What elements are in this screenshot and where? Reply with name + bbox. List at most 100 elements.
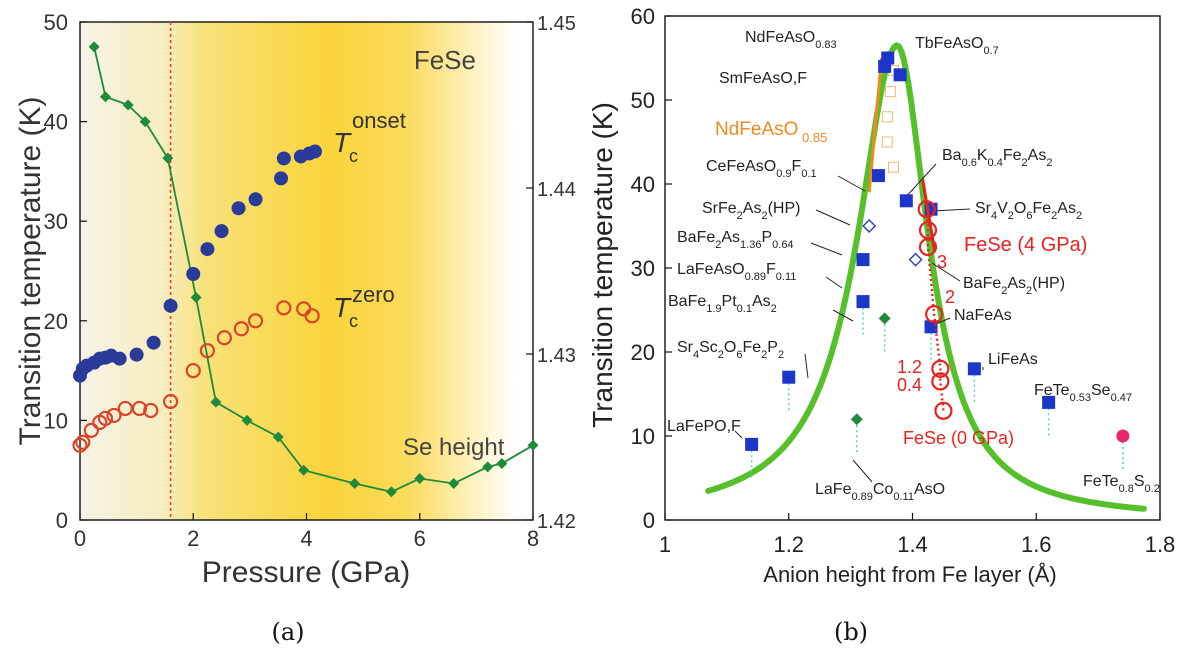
compound-point [967,362,981,376]
tc-zero-point [143,402,159,419]
tc-zero-point [117,400,133,417]
y-axis-label-b: Transition temperature (K) [587,102,618,428]
se-height-point [349,477,361,489]
leader-line [852,459,873,483]
ndfeaso-085-line [867,57,884,193]
compound-label: Sr4V2O6Fe2As2 [975,200,1082,222]
tc-zero-point [131,400,148,417]
fese-point [931,372,950,391]
se-height-point [298,464,310,476]
compound-point [871,169,885,183]
fese-0gpa-label: FeSe (0 GPa) [903,428,1014,448]
compound-label: FeTe0.53Se0.47 [1034,382,1132,404]
x-tick-label-a: 8 [527,526,539,551]
y-tick-label-a: 30 [44,209,68,234]
tc-zero-label: T c zero [333,282,395,331]
tc-onset-label: T c onset [333,108,406,166]
se-height-point [210,396,222,408]
pressure-region-gradient [80,22,533,520]
ndfeaso-085-sub: 0.85 [802,130,827,145]
tc-onset-point [146,335,161,350]
tc-zero-sup: zero [352,282,395,307]
tc-onset-point [129,347,144,362]
se-height-point [162,152,174,164]
x-tick-label-a: 6 [414,526,426,551]
x-tick-label-b: 1.8 [1145,532,1176,557]
tc-onset-sup: onset [352,108,406,133]
compound-point [745,437,759,451]
compound-label: NaFeAs [954,307,1012,324]
tc-zero-point [199,343,216,359]
y-tick-label-b: 30 [631,256,655,281]
leader-line [804,353,809,379]
se-height-point [385,486,397,498]
compound-label: SrFe2As2(HP) [702,200,800,222]
y-axis-label-a: Transition temperature (K) [14,96,47,445]
se-height-point [448,477,460,489]
ndfeaso-085-label: NdFeAsO 0.85 [715,119,827,145]
compound-label: SmFeAsO,F [719,70,807,87]
leader-line [931,208,971,212]
fete-s-point [1116,429,1130,443]
se-height-point [482,461,494,473]
y-tick-label-b: 0 [643,508,655,533]
tc-onset-sub: c [349,146,358,166]
compound-label: BaFe2As2(HP) [963,275,1065,297]
high-pressure-point [908,252,923,267]
se-height-point [241,414,253,426]
compound-point [899,194,913,208]
tc-onset-point [231,201,246,216]
tc-onset-point [274,171,289,186]
fese-pressure-annotations: FeSe (4 GPa) FeSe (0 GPa) 3 2 1.2 0.4 [897,234,1087,448]
fese-point [931,359,950,378]
compound-label: CeFeAsO0.9F0.1 [706,158,817,180]
leader-line [815,209,851,226]
y2-tick-label-a: 1.45 [537,13,576,35]
leader-line [931,262,961,282]
y-tick-label-b: 20 [631,340,655,365]
se-height-point [527,439,539,451]
tc-onset-point [214,224,229,239]
y-tick-label-b: 50 [631,88,655,113]
x-tick-label-b: 1.4 [897,532,928,557]
compound-label: LiFeAs [988,351,1038,368]
compound-point [856,253,870,267]
ndfeaso-085-main: NdFeAsO [715,119,798,140]
compound-point [782,370,796,384]
x-tick-label-a: 4 [300,526,312,551]
se-height-point [190,292,202,304]
pressure-3-label: 3 [937,252,947,272]
y-tick-label-b: 10 [631,424,655,449]
compound-label: LaFePO,F [667,418,741,435]
tc-onset-point [112,351,127,366]
se-height-point [122,99,134,111]
compound-label: Sr4Sc2O6Fe2P2 [677,339,784,361]
y-tick-label-a: 10 [44,408,68,433]
se-height-point [272,431,284,443]
tc-zero-point [247,313,264,329]
y-tick-label-a: 40 [44,110,68,135]
high-pressure-point [862,219,877,233]
fese-4gpa-label: FeSe (4 GPa) [964,234,1087,256]
x-axis-label-a: Pressure (GPa) [202,556,410,589]
se-height-point [88,41,100,53]
x-tick-label-a: 2 [187,526,199,551]
tc-zero-point [304,308,320,324]
tc-zero-point [185,363,201,379]
leader-line [935,317,951,325]
tc-zero-point [163,393,179,410]
se-height-point [139,116,151,128]
tc-zero-point [75,434,91,450]
fit-curve [705,42,1147,512]
tc-zero-point [233,321,249,337]
tc-onset-point [200,242,215,257]
compound-label: TbFeAsO0.7 [915,35,999,57]
y-tick-label-a: 0 [56,508,68,533]
tc-onset-point [276,151,291,166]
compound-label: Ba0.6K0.4Fe2As2 [942,147,1052,169]
compound-point [878,59,892,73]
tc-zero-point [72,437,88,453]
pressure-1.2-label: 1.2 [897,357,922,377]
y2-tick-label-a: 1.44 [537,179,576,201]
